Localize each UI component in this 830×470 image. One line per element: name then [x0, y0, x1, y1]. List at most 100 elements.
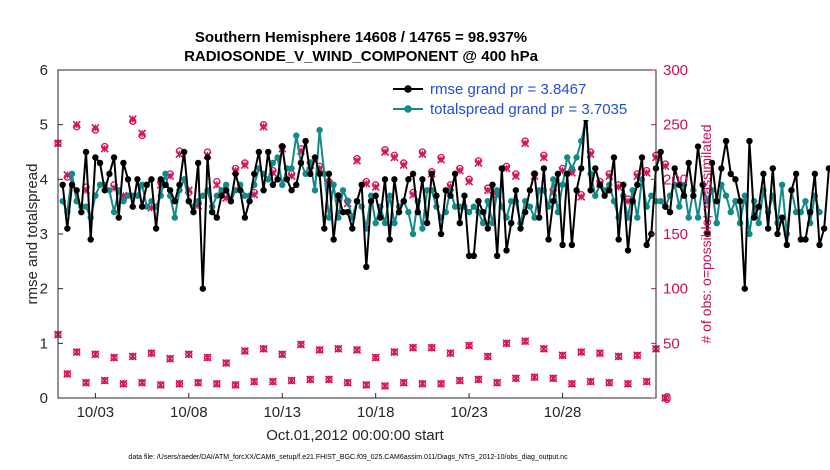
- obs-assimilated-marker: [380, 381, 390, 391]
- totalspread-point: [344, 198, 351, 205]
- totalspread-point: [526, 203, 534, 210]
- right-axis-ticks: 0 50 100 150 200 250 300: [651, 62, 688, 407]
- rmse-point: [185, 198, 193, 205]
- rmse-point: [685, 159, 692, 167]
- obs-assimilated-marker: [138, 378, 147, 387]
- rmse-point: [64, 225, 71, 232]
- totalspread-point: [199, 192, 207, 199]
- obs-assimilated-marker: [109, 353, 119, 362]
- y-tick-label: 0: [40, 390, 48, 407]
- x-axis-ticks: 10/03 10/08 10/13 10/18 10/23 10/28: [77, 393, 581, 421]
- rmse-point: [110, 154, 118, 161]
- obs-assimilated-marker: [614, 352, 623, 361]
- rmse-point: [255, 148, 263, 156]
- rmse-point: [73, 187, 80, 194]
- rmse-point: [769, 165, 776, 172]
- totalspread-point: [746, 230, 753, 238]
- x-tick-label: 10/13: [263, 404, 301, 421]
- rmse-point: [578, 165, 585, 172]
- rmse-point: [106, 170, 113, 178]
- chart-subtitle: RADIOSONDE_V_WIND_COMPONENT @ 400 hPa: [184, 48, 539, 65]
- rmse-point: [138, 203, 146, 210]
- rmse-point: [381, 176, 389, 183]
- obs-assimilated-marker: [72, 348, 81, 357]
- totalspread-point: [279, 181, 286, 188]
- rmse-point: [465, 252, 473, 260]
- rmse-point: [554, 170, 562, 178]
- right-tick-label: 100: [663, 281, 688, 298]
- rmse-point: [180, 148, 188, 156]
- rmse-point: [741, 285, 748, 292]
- rmse-point: [349, 225, 356, 232]
- rmse-point: [204, 154, 211, 161]
- totalspread-point: [755, 219, 762, 227]
- totalspread-point: [82, 203, 90, 210]
- totalspread-point: [321, 170, 328, 178]
- rmse-point: [391, 176, 398, 183]
- obs-assimilated-marker: [315, 345, 324, 354]
- rmse-point: [367, 198, 375, 205]
- legend-label-spread: totalspread grand pr = 3.7035: [430, 101, 627, 118]
- obs-assimilated-marker: [642, 377, 651, 386]
- obs-assimilated-marker: [502, 339, 511, 348]
- totalspread-point: [722, 192, 730, 199]
- obs-assimilated-marker: [633, 351, 642, 360]
- totalspread-point: [120, 198, 127, 205]
- totalspread-point: [493, 187, 501, 194]
- rmse-point: [335, 192, 342, 199]
- rmse-point: [638, 154, 646, 161]
- totalspread-point: [465, 208, 473, 216]
- rmse-point: [148, 176, 155, 183]
- totalspread-point: [241, 192, 249, 199]
- totalspread-point: [106, 187, 113, 194]
- obs-assimilated-marker: [352, 345, 362, 354]
- totalspread-point: [269, 159, 277, 167]
- rmse-point: [671, 165, 678, 172]
- rmse-point: [493, 252, 501, 260]
- totalspread-point: [110, 208, 118, 216]
- obs-assimilated-marker: [306, 375, 315, 384]
- obs-assimilated-marker: [240, 346, 249, 356]
- rmse-point: [59, 181, 66, 188]
- totalspread-point: [568, 165, 576, 172]
- totalspread-point: [802, 198, 809, 205]
- rmse-point: [115, 214, 122, 221]
- x-tick-label: 10/08: [170, 404, 208, 421]
- obs-assimilated-marker: [493, 378, 502, 387]
- rmse-point: [157, 176, 164, 183]
- rmse-point: [750, 214, 758, 221]
- rmse-point: [428, 170, 435, 178]
- rmse-point: [797, 236, 805, 243]
- rmse-point: [732, 176, 739, 183]
- obs-assimilated-marker: [418, 150, 427, 159]
- obs-assimilated-marker: [259, 122, 268, 131]
- rmse-point: [755, 203, 762, 210]
- y-axis-ticks: 0 1 2 3 4 5 6: [40, 62, 63, 407]
- rmse-point: [760, 170, 767, 178]
- rmse-point: [87, 236, 94, 243]
- rmse-point: [152, 225, 160, 232]
- rmse-point: [124, 176, 132, 183]
- x-tick-label: 10/03: [77, 404, 115, 421]
- rmse-point: [615, 236, 622, 243]
- obs-assimilated-marker: [511, 171, 520, 181]
- obs-assimilated-marker: [390, 348, 399, 357]
- rmse-point: [736, 198, 744, 205]
- rmse-point: [409, 170, 417, 178]
- rmse-point: [251, 170, 258, 178]
- rmse-point: [246, 198, 253, 205]
- obs-assimilated-marker: [287, 376, 296, 385]
- rmse-point: [718, 165, 725, 172]
- rmse-point: [746, 137, 753, 145]
- totalspread-point: [302, 170, 309, 178]
- obs-assimilated-marker: [175, 379, 184, 388]
- legend-box: [388, 74, 654, 120]
- rmse-point: [526, 187, 534, 194]
- legend-marker-rmse: [404, 85, 412, 93]
- obs-assimilated-marker: [511, 374, 520, 383]
- rmse-point: [213, 214, 221, 221]
- totalspread-point: [657, 198, 664, 205]
- totalspread-point: [213, 192, 221, 199]
- obs-assimilated-marker: [595, 349, 605, 358]
- rmse-point: [568, 241, 576, 249]
